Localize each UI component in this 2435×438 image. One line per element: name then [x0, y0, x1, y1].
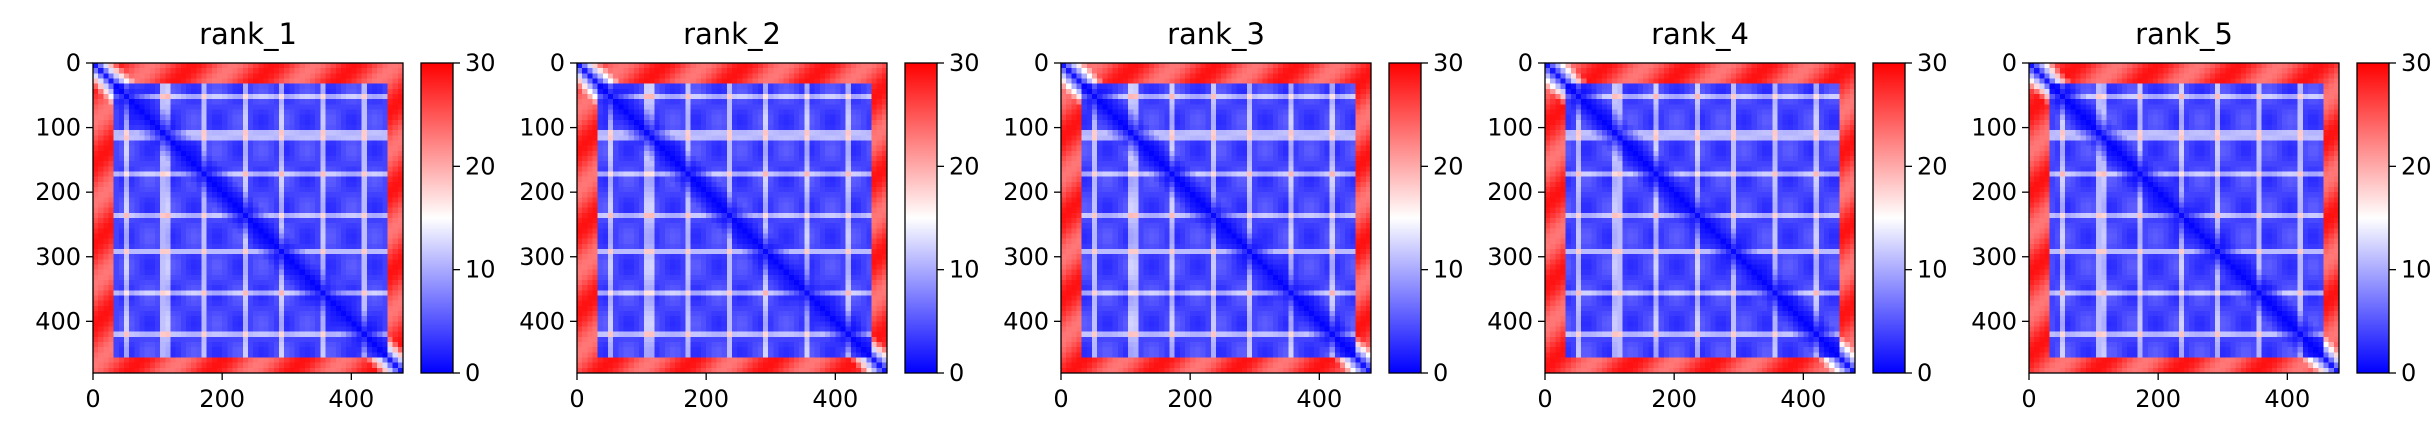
- colorbar: [421, 63, 453, 373]
- colorbar-tick-label: 10: [1917, 256, 1948, 284]
- colorbar-tick-label: 20: [1917, 152, 1948, 180]
- panel-title: rank_5: [2135, 17, 2233, 51]
- panel-title: rank_1: [199, 17, 297, 51]
- y-tick-label: 400: [35, 307, 81, 335]
- panel-1: rank_1 0 100 200 300 400 0 200 400 0 10 20 30: [35, 17, 495, 413]
- y-tick-label: 200: [519, 178, 565, 206]
- colorbar-tick-label: 20: [2401, 152, 2432, 180]
- x-tick-label: 0: [2021, 385, 2036, 413]
- y-tick-label: 200: [1003, 178, 1049, 206]
- y-tick-label: 0: [1518, 49, 1533, 77]
- panel-3: rank_3 0 100 200 300 400 0 200 400 0 10 20 30: [1003, 17, 1463, 413]
- heatmap-image: [1061, 63, 1371, 373]
- y-tick-label: 100: [519, 114, 565, 142]
- x-tick-label: 400: [1780, 385, 1826, 413]
- y-tick-label: 300: [519, 243, 565, 271]
- colorbar-tick-label: 0: [2401, 359, 2416, 387]
- y-tick-label: 300: [1487, 243, 1533, 271]
- panel-title: rank_3: [1167, 17, 1265, 51]
- y-tick-label: 100: [1971, 114, 2017, 142]
- colorbar: [905, 63, 937, 373]
- colorbar-tick-label: 30: [1917, 49, 1948, 77]
- x-tick-label: 400: [812, 385, 858, 413]
- x-tick-label: 200: [1167, 385, 1213, 413]
- colorbar-tick-label: 10: [2401, 256, 2432, 284]
- y-tick-label: 100: [1003, 114, 1049, 142]
- heatmap-image: [93, 63, 403, 373]
- x-tick-label: 0: [1537, 385, 1552, 413]
- colorbar-tick-label: 10: [465, 256, 496, 284]
- x-tick-label: 0: [569, 385, 584, 413]
- y-tick-label: 400: [1003, 307, 1049, 335]
- heatmap-image: [1545, 63, 1855, 373]
- colorbar-tick-label: 0: [1433, 359, 1448, 387]
- x-tick-label: 400: [1296, 385, 1342, 413]
- colorbar-tick-label: 10: [1433, 256, 1464, 284]
- colorbar-tick-label: 0: [949, 359, 964, 387]
- colorbar-tick-label: 30: [949, 49, 980, 77]
- y-tick-label: 400: [1971, 307, 2017, 335]
- panel-title: rank_4: [1651, 17, 1749, 51]
- y-tick-label: 100: [35, 114, 81, 142]
- y-tick-label: 0: [2002, 49, 2017, 77]
- x-tick-label: 400: [328, 385, 374, 413]
- colorbar-tick-label: 20: [465, 152, 496, 180]
- heatmap-image: [577, 63, 887, 373]
- y-tick-label: 0: [550, 49, 565, 77]
- y-tick-label: 300: [1971, 243, 2017, 271]
- y-tick-label: 300: [1003, 243, 1049, 271]
- x-tick-label: 0: [1053, 385, 1068, 413]
- y-tick-label: 100: [1487, 114, 1533, 142]
- y-tick-label: 300: [35, 243, 81, 271]
- y-tick-label: 400: [1487, 307, 1533, 335]
- colorbar-tick-label: 10: [949, 256, 980, 284]
- x-tick-label: 400: [2264, 385, 2310, 413]
- colorbar-tick-label: 20: [1433, 152, 1464, 180]
- panel-2: rank_2 0 100 200 300 400 0 200 400 0 10 20 30: [519, 17, 979, 413]
- colorbar: [2357, 63, 2389, 373]
- x-tick-label: 200: [683, 385, 729, 413]
- x-tick-label: 0: [85, 385, 100, 413]
- colorbar: [1389, 63, 1421, 373]
- y-tick-label: 400: [519, 307, 565, 335]
- colorbar-tick-label: 30: [1433, 49, 1464, 77]
- y-tick-label: 200: [1971, 178, 2017, 206]
- panel-4: rank_4 0 100 200 300 400 0 200 400 0 10 20 30: [1487, 17, 1947, 413]
- colorbar-tick-label: 0: [1917, 359, 1932, 387]
- colorbar-tick-label: 0: [465, 359, 480, 387]
- x-tick-label: 200: [199, 385, 245, 413]
- panel-title: rank_2: [683, 17, 781, 51]
- colorbar-tick-label: 20: [949, 152, 980, 180]
- y-tick-label: 0: [66, 49, 81, 77]
- colorbar-tick-label: 30: [2401, 49, 2432, 77]
- heatmap-image: [2029, 63, 2339, 373]
- panel-5: rank_5 0 100 200 300 400 0 200 400 0 10 20 30: [1971, 17, 2431, 413]
- x-tick-label: 200: [2135, 385, 2181, 413]
- y-tick-label: 0: [1034, 49, 1049, 77]
- y-tick-label: 200: [35, 178, 81, 206]
- x-tick-label: 200: [1651, 385, 1697, 413]
- colorbar-tick-label: 30: [465, 49, 496, 77]
- y-tick-label: 200: [1487, 178, 1533, 206]
- colorbar: [1873, 63, 1905, 373]
